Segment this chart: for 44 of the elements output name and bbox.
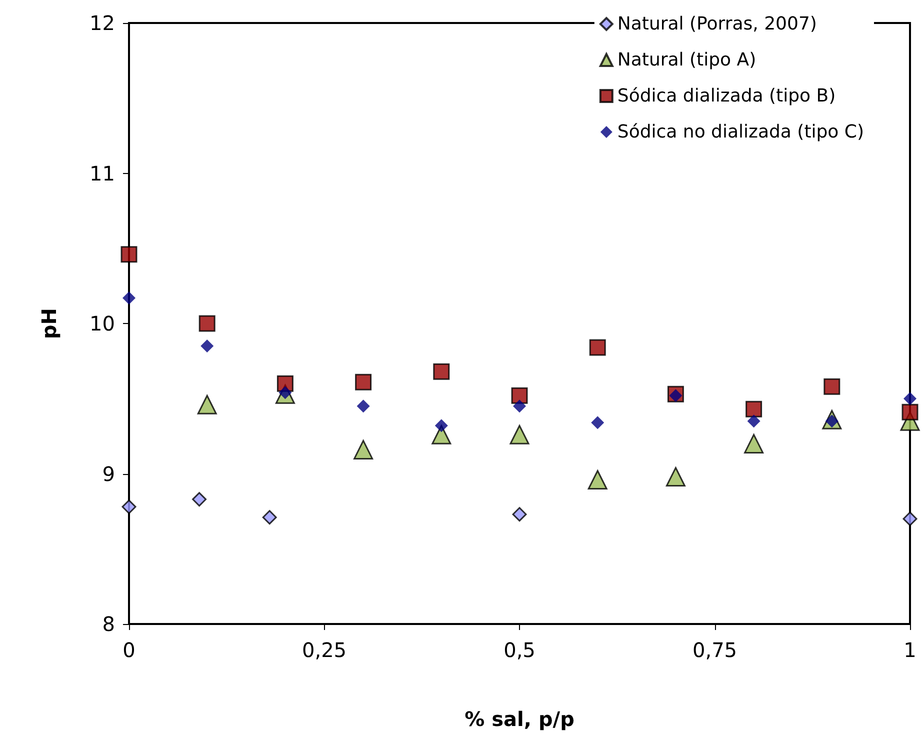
point bbox=[512, 507, 527, 522]
point bbox=[511, 387, 528, 404]
y-tick-label: 12 bbox=[90, 11, 115, 35]
point bbox=[197, 394, 217, 414]
y-tick-label: 8 bbox=[102, 612, 115, 636]
y-tick-label: 11 bbox=[90, 161, 115, 186]
point bbox=[120, 246, 138, 263]
x-tick-label: 1 bbox=[904, 638, 916, 662]
point bbox=[262, 510, 277, 525]
y-tick-label: 10 bbox=[90, 312, 115, 336]
point bbox=[902, 512, 918, 526]
point bbox=[747, 414, 760, 428]
x-tick-label: 0,75 bbox=[692, 638, 738, 662]
point bbox=[355, 374, 372, 390]
point bbox=[354, 440, 374, 460]
point bbox=[198, 315, 216, 332]
point bbox=[904, 392, 916, 406]
y-tick-label: 9 bbox=[102, 462, 115, 486]
legend-label: Natural (Porras, 2007) bbox=[617, 14, 817, 34]
y-axis-title: pH bbox=[37, 308, 61, 340]
point bbox=[746, 400, 762, 418]
point bbox=[434, 419, 448, 432]
x-tick-label: 0,5 bbox=[504, 638, 536, 662]
point bbox=[824, 378, 840, 395]
x-tick-label: 0,25 bbox=[302, 638, 347, 662]
point bbox=[589, 339, 606, 356]
point bbox=[513, 400, 526, 413]
point bbox=[192, 492, 207, 507]
legend-label: Natural (tipo A) bbox=[617, 50, 756, 70]
point bbox=[744, 434, 764, 454]
legend-label: Sódica no dializada (tipo C) bbox=[617, 122, 864, 142]
x-axis-title: % sal, p/p bbox=[464, 707, 574, 731]
point bbox=[510, 424, 530, 444]
point bbox=[200, 340, 214, 353]
point bbox=[591, 416, 604, 430]
point bbox=[433, 363, 450, 380]
point bbox=[356, 400, 370, 413]
point bbox=[902, 404, 918, 420]
x-tick-label: 0 bbox=[122, 638, 136, 662]
point bbox=[122, 291, 136, 304]
point bbox=[122, 500, 136, 514]
point bbox=[666, 467, 686, 487]
legend-label: Sódica dializada (tipo B) bbox=[617, 86, 836, 106]
point bbox=[588, 470, 608, 490]
